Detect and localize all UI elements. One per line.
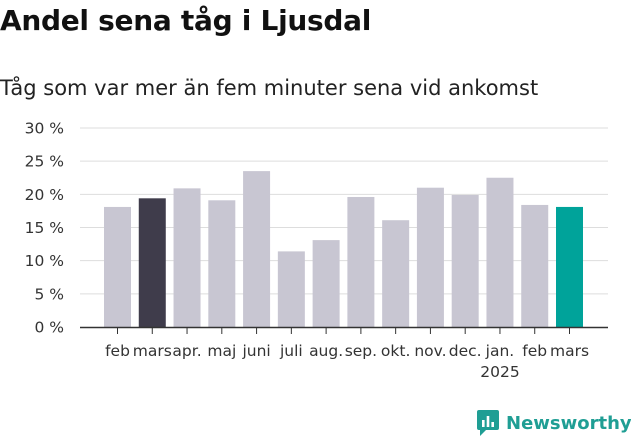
newsworthy-logo-icon: [477, 410, 499, 436]
x-tick-label: maj: [207, 342, 236, 360]
bar-0: [104, 206, 131, 327]
bar-chart: 0 %5 %10 %15 %20 %25 %30 %feb mars apr. maj…: [25, 120, 608, 381]
x-tick-label: mars: [550, 342, 589, 360]
y-tick-label: 25 %: [25, 153, 64, 171]
chart-subtitle: Tåg som var mer än fem minuter sena vid …: [0, 76, 539, 100]
y-tick-label: 30 %: [25, 120, 64, 138]
bar-8: [382, 220, 410, 327]
year-label: 2025: [480, 363, 519, 381]
bar-12: [521, 204, 549, 327]
bar-6: [312, 240, 340, 327]
newsworthy-logo: Newsworthy: [476, 408, 631, 438]
x-tick-label: okt.: [381, 342, 410, 360]
x-tick-label: sep.: [345, 342, 377, 360]
bar-7: [347, 196, 375, 327]
y-tick-label: 20 %: [25, 186, 64, 204]
bar-3: [208, 200, 236, 327]
bar-13: [556, 206, 583, 327]
x-tick-label: apr.: [172, 342, 201, 360]
x-tick-label: aug.: [309, 342, 343, 360]
x-tick-label: mars: [133, 342, 172, 360]
x-tick-label: juni: [241, 342, 270, 360]
y-tick-label: 5 %: [34, 285, 64, 303]
chart-title: Andel sena tåg i Ljusdal: [0, 4, 372, 37]
bar-2: [173, 188, 201, 327]
bar-9: [416, 187, 444, 327]
x-tick-label: juli: [279, 342, 303, 360]
x-tick-label: dec.: [449, 342, 482, 360]
y-tick-label: 10 %: [25, 252, 64, 270]
bar-10: [451, 194, 479, 327]
brand-name: Newsworthy: [506, 412, 631, 434]
x-tick-label: feb: [105, 342, 130, 360]
bar-4: [243, 171, 271, 327]
y-tick-label: 0 %: [34, 319, 64, 337]
x-tick-label: jan.: [485, 342, 515, 360]
x-tick-label: feb: [522, 342, 547, 360]
bar-1: [138, 198, 166, 327]
y-tick-label: 15 %: [25, 219, 64, 237]
x-tick-label: nov.: [414, 342, 446, 360]
bar-11: [486, 177, 514, 327]
bar-5: [277, 251, 305, 327]
